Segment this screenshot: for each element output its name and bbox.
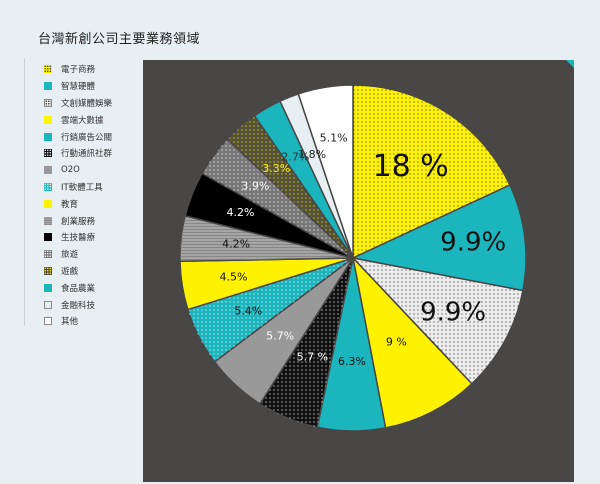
pie-slice-texture (187, 258, 353, 362)
legend-swatch (44, 115, 52, 124)
pie-slice-texture (179, 215, 353, 262)
legend-swatch (44, 266, 52, 275)
legend-label: 金融科技 (61, 300, 96, 311)
legend-item: 雲端大數據 (44, 111, 112, 128)
legend-item: 創業服務 (44, 212, 112, 229)
legend: 電子商務智慧硬體文創媒體娛樂 雲端大數據行銷廣告公關 行動通訊社群 O2O IT軟體工具… (44, 61, 112, 330)
legend-swatch (44, 82, 52, 91)
legend-divider (24, 58, 25, 326)
corner-accent (566, 60, 574, 68)
legend-swatch (44, 283, 52, 292)
legend-swatch (44, 132, 52, 141)
legend-label: 其他 (61, 317, 79, 328)
legend-item: O2O (44, 162, 112, 179)
legend-swatch (44, 182, 52, 191)
legend-item: 旅遊 (44, 246, 112, 263)
legend-label: 智慧硬體 (61, 82, 96, 93)
slice-label: 4.2% (222, 238, 250, 251)
legend-item: 教育 (44, 195, 112, 212)
pie-slice-texture (227, 115, 353, 259)
legend-item: IT軟體工具 (44, 179, 112, 196)
legend-swatch (44, 98, 52, 107)
legend-label: 雲端大數據 (61, 115, 104, 126)
legend-swatch (44, 250, 52, 259)
legend-item: 電子商務 (44, 61, 112, 78)
legend-label: 遊戲 (61, 266, 79, 277)
pie-slice-texture (353, 258, 523, 384)
slice-label: 18 % (373, 149, 449, 184)
slice-label: 5.7 % (297, 350, 328, 363)
legend-label: 文創媒體娛樂 (61, 98, 113, 109)
legend-label: 行動通訊社群 (61, 149, 113, 160)
pie-slice-texture (202, 139, 353, 258)
legend-item: 行銷廣告公關 (44, 128, 112, 145)
legend-label: IT軟體工具 (61, 182, 103, 193)
legend-swatch (44, 65, 52, 74)
legend-swatch (44, 149, 52, 158)
legend-swatch (44, 166, 52, 175)
legend-item: 文創媒體娛樂 (44, 95, 112, 112)
slice-label: 5.7% (266, 330, 294, 343)
legend-item: 智慧硬體 (44, 78, 112, 95)
legend-item: 其他 (44, 313, 112, 330)
pie-slice (297, 84, 354, 259)
legend-swatch (44, 233, 52, 242)
slice-label: 9 % (386, 336, 407, 349)
legend-swatch (44, 317, 52, 326)
legend-label: 食品農業 (61, 283, 96, 294)
legend-label: 創業服務 (61, 216, 96, 227)
pie-slice-texture (353, 85, 510, 258)
legend-item: 食品農業 (44, 279, 112, 296)
legend-label: O2O (61, 165, 80, 176)
legend-swatch (44, 300, 52, 309)
slice-label: 2.7% (281, 150, 309, 163)
slice-label: 9.9% (420, 297, 486, 327)
slice-label: 1.8% (298, 148, 326, 161)
legend-label: 行銷廣告公關 (61, 132, 113, 143)
pie-slice-texture (259, 258, 353, 428)
pie-slice (351, 255, 473, 429)
legend-item: 行動通訊社群 (44, 145, 112, 162)
legend-label: 生技醫療 (61, 233, 96, 244)
legend-label: 電子商務 (61, 65, 96, 76)
legend-item: 生技醫療 (44, 229, 112, 246)
slice-label: 3.9% (241, 179, 269, 192)
legend-label: 教育 (61, 199, 79, 210)
slice-label: 6.3% (338, 355, 366, 368)
slice-label: 5.4% (234, 305, 262, 318)
legend-label: 旅遊 (61, 250, 79, 261)
slice-label: 5.1% (320, 132, 348, 145)
slice-label: 4.2% (227, 206, 255, 219)
chart-title: 台灣新創公司主要業務領域 (38, 32, 201, 47)
pie-slice (350, 184, 527, 292)
slice-label: 3.3% (262, 162, 290, 175)
legend-item: 遊戲 (44, 263, 112, 280)
legend-swatch (44, 199, 52, 208)
legend-item: 金融科技 (44, 296, 112, 313)
slice-label: 4.5% (220, 270, 248, 283)
legend-swatch (44, 216, 52, 225)
slice-label: 9.9% (440, 228, 506, 258)
